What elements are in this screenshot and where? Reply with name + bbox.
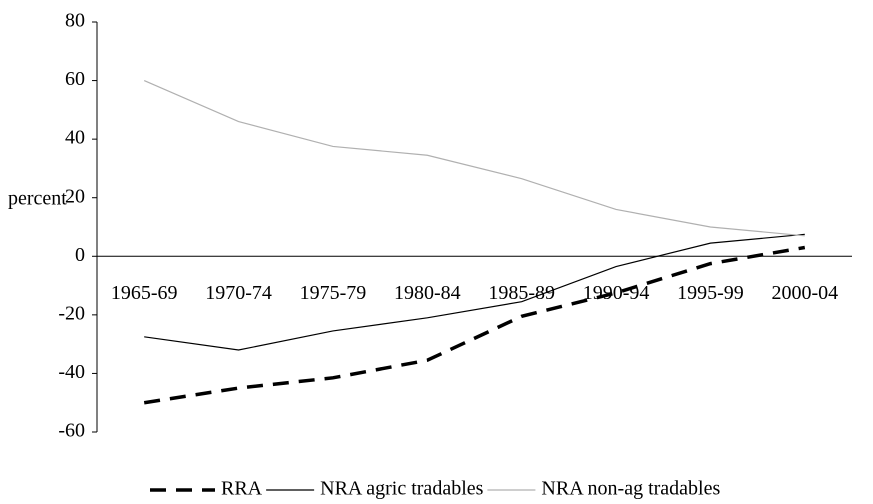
x-tick-label: 2000-04	[771, 282, 838, 304]
x-tick-label: 1985-89	[488, 282, 555, 304]
series-line	[144, 233, 805, 351]
y-tick-label: -60	[58, 420, 85, 442]
y-tick-label: 40	[65, 127, 85, 149]
x-tick-label: 1980-84	[394, 282, 461, 304]
y-tick-label: 60	[65, 68, 85, 90]
y-tick-label: 0	[75, 244, 85, 266]
legend-label: NRA non-ag tradables	[541, 478, 720, 500]
x-tick-label: 1995-99	[677, 282, 744, 304]
legend-label: RRA	[221, 478, 263, 500]
y-tick-label: -40	[58, 361, 85, 383]
x-tick-label: 1975-79	[300, 282, 367, 304]
y-tick-label: 20	[65, 185, 85, 207]
y-axis-label: percent	[8, 188, 67, 210]
y-tick-label: 80	[65, 10, 85, 32]
y-tick-label: -20	[58, 302, 85, 324]
x-tick-label: 1970-74	[205, 282, 272, 304]
series-line	[143, 245, 806, 405]
legend-label: NRA agric tradables	[320, 478, 483, 500]
x-tick-label: 1990-94	[583, 282, 650, 304]
x-tick-label: 1965-69	[111, 282, 178, 304]
series-line	[143, 80, 805, 237]
